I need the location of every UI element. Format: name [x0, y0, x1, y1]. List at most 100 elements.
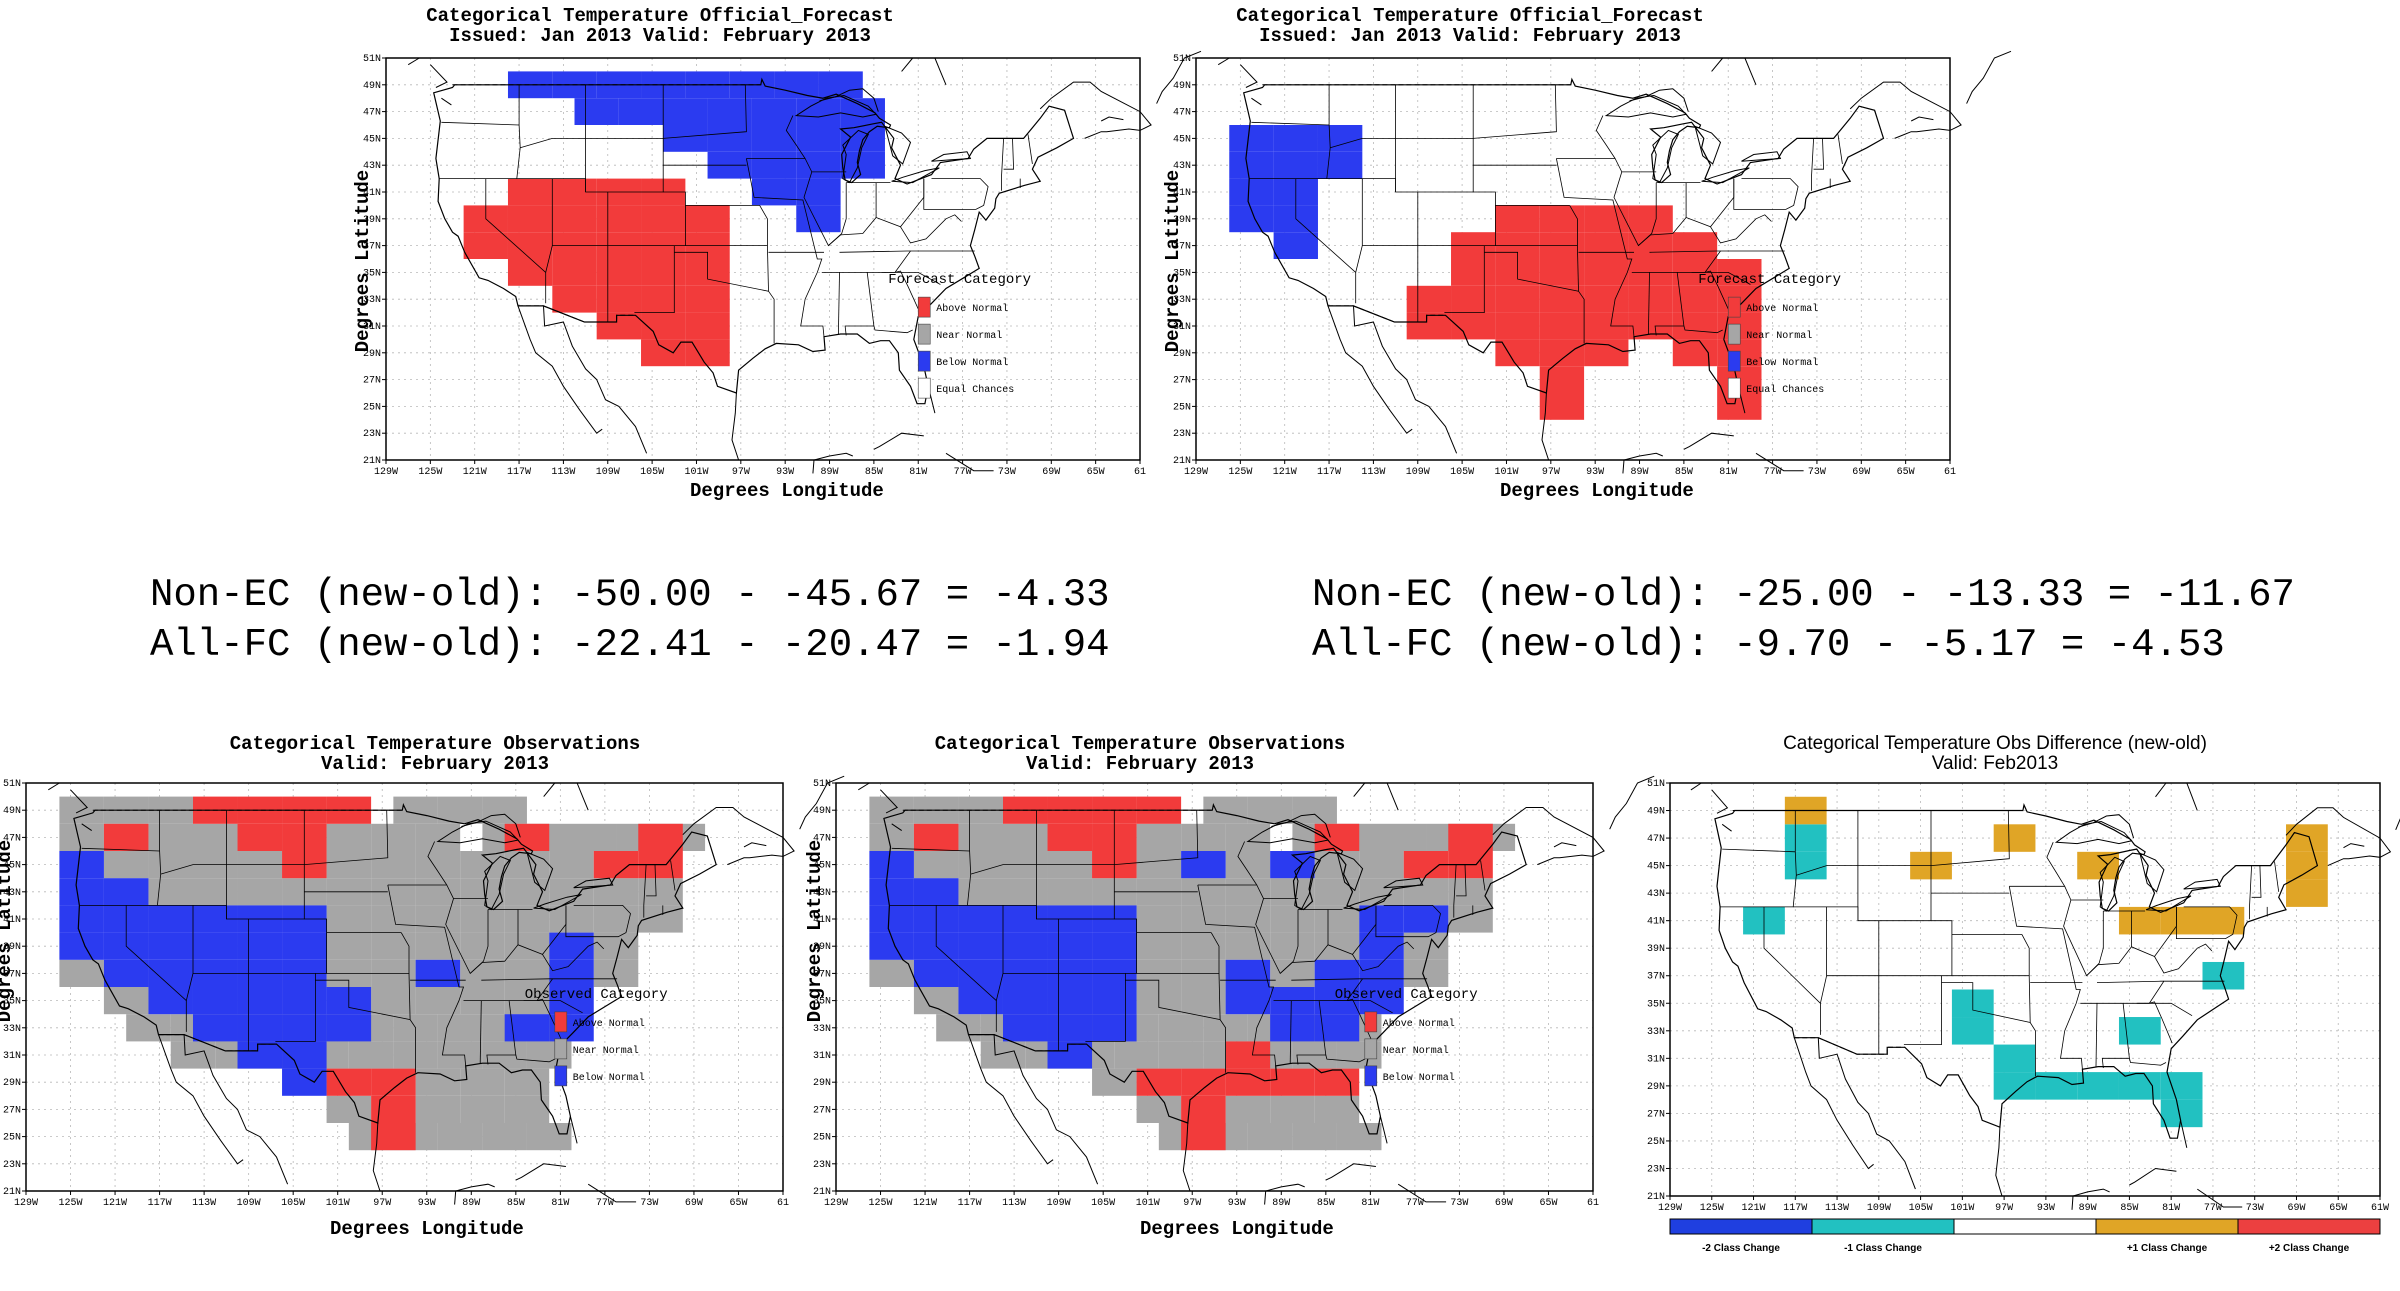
near-normal-cell — [326, 1095, 372, 1123]
below-cell — [1047, 1041, 1093, 1069]
below-cell — [237, 1014, 283, 1042]
above-cell — [596, 205, 642, 233]
state-boundary — [646, 864, 657, 897]
y-tick-label: 27N — [363, 376, 381, 387]
below-cell — [913, 878, 959, 906]
great-lake — [891, 167, 940, 184]
below-cell — [282, 987, 327, 1015]
x-tick-label: 105W — [1091, 1198, 1115, 1209]
panel-title: Categorical Temperature Official_Forecas… — [1236, 5, 1704, 27]
near-normal-cell — [1314, 1095, 1360, 1123]
above-cell — [1451, 285, 1496, 313]
us-outline — [883, 802, 1527, 1135]
coastline — [48, 782, 60, 791]
near-normal-cell — [482, 796, 527, 824]
coastline — [1995, 1127, 2003, 1197]
coastline — [880, 789, 899, 814]
x-tick-label: 69W — [2287, 1203, 2305, 1214]
legend-label: Near Normal — [936, 330, 1002, 342]
map-frame — [1195, 57, 1951, 461]
coastline — [901, 57, 914, 72]
below-cell — [958, 905, 1003, 933]
state-boundary — [1325, 1054, 1365, 1063]
below-cell — [237, 987, 283, 1015]
coastline — [1817, 1037, 1916, 1190]
above-cell — [507, 232, 553, 259]
near-normal-cell — [371, 823, 416, 851]
obs-panel-new: Categorical Temperature Observations Val… — [804, 730, 1655, 1250]
state-boundary — [838, 272, 840, 335]
below-cell — [796, 178, 841, 206]
minus1-cell — [1784, 824, 1827, 852]
state-boundary — [935, 905, 997, 1032]
above-cell — [371, 1068, 416, 1096]
x-tick-label: 113W — [1825, 1203, 1849, 1214]
near-normal-cell — [869, 959, 914, 987]
y-tick-label: 43N — [1173, 161, 1191, 172]
coastline — [1721, 823, 1732, 832]
state-boundary — [1295, 178, 1357, 304]
below-cell — [751, 125, 797, 152]
y-tick-label: 45N — [1173, 134, 1191, 145]
coastline — [1622, 452, 1663, 474]
coastline — [812, 452, 853, 474]
x-tick-label: 81W — [1361, 1198, 1379, 1209]
x-tick-label: 97W — [732, 467, 750, 478]
near-normal-cell — [1136, 932, 1182, 960]
y-tick-label: 49N — [3, 806, 21, 817]
legend: Forecast Category Above Normal Near Normal… — [888, 272, 1031, 399]
great-lake — [794, 94, 878, 118]
legend-title: Observed Category — [1335, 987, 1478, 1003]
near-normal-cell — [504, 959, 550, 987]
above-cell — [1495, 312, 1540, 340]
y-tick-label: 47N — [3, 833, 21, 844]
x-tick-label: 109W — [596, 467, 620, 478]
legend-swatch — [917, 323, 931, 345]
legend-swatch — [917, 296, 931, 318]
great-lake — [884, 125, 912, 165]
coastline — [587, 1183, 637, 1203]
near-normal-cell — [593, 878, 639, 906]
near-normal-cell — [460, 905, 505, 933]
state-boundary — [1480, 860, 1486, 891]
y-tick-label: 27N — [813, 1105, 831, 1116]
above-cell — [641, 339, 686, 367]
coastline — [1711, 789, 1729, 814]
state-boundary — [1710, 214, 1772, 244]
near-normal-cell — [1092, 1068, 1137, 1096]
colorbar-label: +2 Class Change — [2269, 1243, 2350, 1254]
above-cell — [685, 205, 730, 233]
legend-label: Below Normal — [573, 1072, 645, 1084]
above-cell — [1628, 205, 1673, 233]
state-boundary — [1027, 134, 1033, 164]
near-normal-cell — [126, 1014, 171, 1042]
x-tick-label: 77W — [1406, 1198, 1424, 1209]
below-cell — [840, 151, 885, 179]
state-boundary — [1951, 934, 2030, 977]
y-tick-label: 31N — [3, 1051, 21, 1062]
y-tick-label: 25N — [813, 1133, 831, 1144]
y-tick-label: 21N — [1647, 1192, 1665, 1203]
x-tick-label: 129W — [1658, 1203, 1682, 1214]
obs-diff-map: 129W 125W 121W 117W 113W 109W 105W 101W 97W 93W 89… — [1647, 779, 2400, 1254]
state-boundary — [427, 841, 448, 886]
above-cell — [1495, 205, 1540, 233]
state-boundary — [839, 250, 911, 253]
x-tick-label: 85W — [865, 467, 883, 478]
x-tick-label: 93W — [2037, 1203, 2055, 1214]
below-cell — [707, 98, 752, 125]
colorbar: -2 Class Change -1 Class Change +1 Class C… — [1669, 1218, 2381, 1254]
near-normal-cell — [59, 823, 104, 851]
above-cell — [638, 823, 683, 851]
below-cell — [1359, 905, 1404, 933]
y-tick-label: 43N — [1647, 889, 1665, 900]
x-tick-label: 69W — [685, 1198, 703, 1209]
x-tick-label: 89W — [821, 467, 839, 478]
x-tick-label: 125W — [418, 467, 442, 478]
below-cell — [192, 987, 238, 1015]
state-boundary — [2154, 943, 2213, 974]
state-boundary — [1733, 178, 1799, 210]
y-tick-label: 35N — [813, 997, 831, 1008]
below-cell — [326, 1014, 372, 1042]
forecast-panel-old: Categorical Temperature Official_Forecas… — [352, 0, 1202, 510]
